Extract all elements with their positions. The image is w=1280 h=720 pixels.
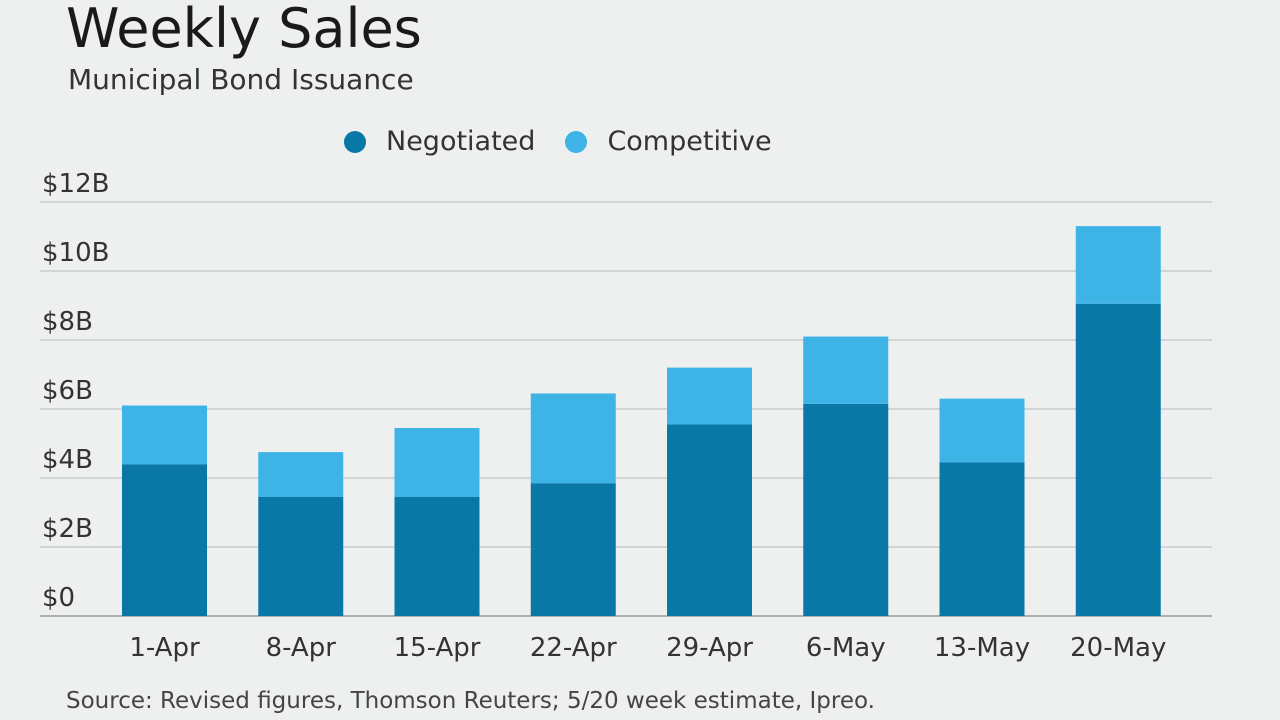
y-tick-label: $10B	[42, 238, 109, 268]
bar-competitive-1-apr	[122, 405, 207, 465]
y-tick-label: $4B	[42, 445, 93, 475]
bar-competitive-22-apr	[530, 393, 616, 484]
bar-negotiated-29-apr	[667, 424, 752, 616]
x-tick-label: 22-Apr	[530, 633, 617, 663]
bar-negotiated-20-may	[1075, 303, 1161, 616]
source-note: Source: Revised figures, Thomson Reuters…	[66, 688, 875, 714]
bar-competitive-20-may	[1075, 226, 1161, 304]
y-tick-label: $0	[42, 583, 75, 613]
bar-negotiated-22-apr	[530, 483, 616, 616]
y-tick-label: $2B	[42, 514, 93, 544]
x-tick-label: 8-Apr	[266, 633, 337, 663]
bar-competitive-15-apr	[394, 427, 480, 497]
bar-competitive-8-apr	[258, 452, 344, 497]
legend-swatch-competitive	[565, 130, 588, 153]
bar-competitive-13-may	[939, 398, 1025, 463]
legend-swatch-negotiated	[344, 130, 366, 153]
x-tick-label: 13-May	[934, 633, 1030, 663]
bar-negotiated-13-may	[939, 462, 1025, 616]
legend-item-negotiated: Negotiated	[344, 126, 535, 157]
x-tick-label: 6-May	[806, 633, 886, 663]
bar-negotiated-6-may	[803, 403, 889, 616]
x-tick-label: 20-May	[1070, 633, 1166, 663]
chart-subtitle: Municipal Bond Issuance	[68, 63, 414, 96]
x-tick-label: 15-Apr	[394, 633, 481, 663]
y-tick-label: $6B	[42, 376, 93, 406]
bar-negotiated-1-apr	[122, 464, 207, 616]
chart-title: Weekly Sales	[66, 0, 422, 60]
legend-label-negotiated: Negotiated	[386, 126, 536, 157]
bar-competitive-6-may	[803, 336, 889, 404]
legend-label-competitive: Competitive	[607, 126, 772, 157]
bar-negotiated-15-apr	[394, 496, 480, 616]
x-tick-label: 1-Apr	[129, 633, 200, 663]
x-tick-label: 29-Apr	[666, 633, 753, 663]
legend-item-competitive: Competitive	[565, 126, 772, 157]
chart-legend: Negotiated Competitive	[344, 126, 802, 157]
y-tick-label: $12B	[42, 169, 109, 199]
y-tick-label: $8B	[42, 307, 93, 337]
bar-competitive-29-apr	[667, 367, 752, 425]
bar-negotiated-8-apr	[258, 496, 344, 616]
